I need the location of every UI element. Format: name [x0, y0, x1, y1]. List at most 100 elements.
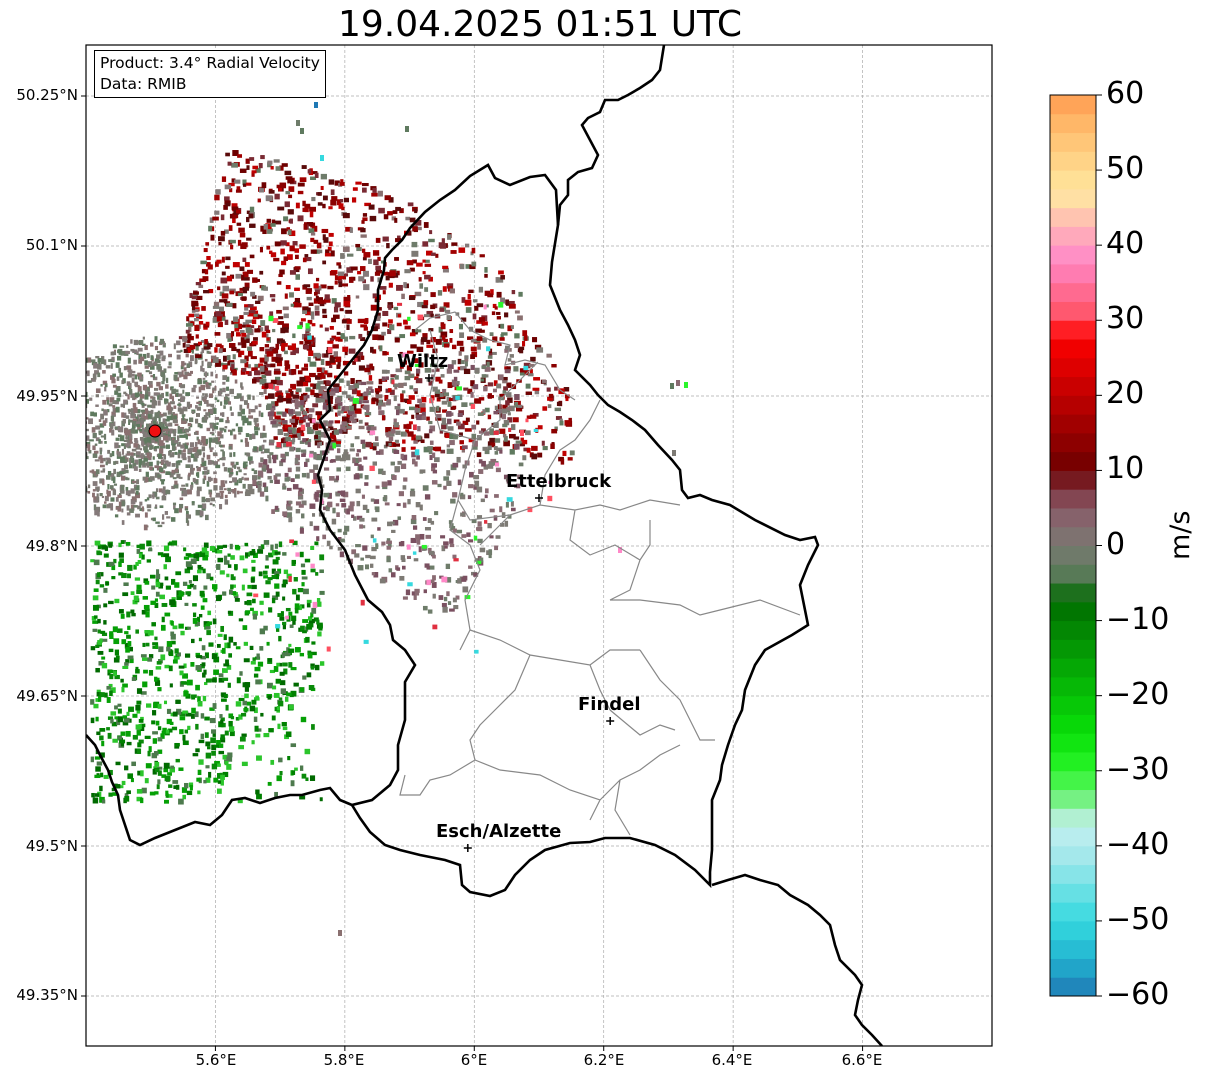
echo-pixel: [464, 355, 469, 359]
echo-pixel: [396, 284, 403, 291]
echo-pixel: [221, 483, 226, 488]
echo-pixel: [149, 574, 156, 579]
echo-pixel: [457, 423, 465, 430]
echo-pixel: [186, 520, 190, 526]
echo-pixel: [484, 273, 488, 278]
echo-pixel: [233, 452, 236, 457]
echo-pixel: [145, 703, 152, 708]
echo-pixel: [351, 549, 357, 555]
echo-pixel: [182, 794, 187, 800]
echo-pixel: [105, 581, 110, 586]
echo-pixel: [220, 444, 223, 448]
echo-pixel: [305, 777, 309, 782]
product-line: Product: 3.4° Radial Velocity: [100, 54, 320, 72]
echo-pixel: [131, 761, 136, 767]
echo-pixel: [220, 449, 224, 452]
echo-pixel: [244, 491, 251, 497]
echo-pixel: [282, 485, 287, 490]
echo-pixel: [170, 712, 175, 717]
echo-pixel: [272, 318, 279, 323]
echo-pixel: [158, 582, 164, 589]
echo-pixel: [159, 505, 164, 509]
echo-pixel: [459, 346, 465, 352]
echo-pixel: [100, 772, 104, 778]
echo-pixel: [395, 206, 401, 211]
echo-pixel: [378, 405, 382, 410]
echo-pixel: [484, 367, 491, 372]
echo-pixel: [435, 376, 441, 382]
echo-pixel: [323, 237, 329, 243]
echo-pixel: [101, 632, 108, 637]
echo-pixel: [228, 636, 234, 643]
echo-pixel: [258, 163, 263, 169]
echo-pixel: [403, 282, 407, 288]
echo-pixel: [274, 415, 281, 420]
echo-pixel: [259, 327, 264, 331]
echo-pixel: [138, 468, 142, 473]
echo-pixel: [410, 310, 416, 314]
colorbar-tick-label: 50: [1106, 151, 1145, 187]
echo-pixel: [212, 305, 220, 309]
echo-pixel: [197, 769, 202, 776]
echo-pixel: [187, 459, 191, 463]
echo-pixel: [174, 423, 179, 426]
echo-pixel: [133, 505, 138, 508]
echo-pixel: [381, 470, 386, 475]
echo-pixel: [162, 421, 167, 424]
echo-pixel: [379, 345, 383, 352]
echo-pixel: [101, 545, 107, 550]
echo-pixel: [490, 442, 496, 447]
echo-pixel: [116, 397, 121, 402]
echo-pixel: [374, 506, 380, 510]
echo-pixel: [354, 457, 360, 464]
echo-pixel: [496, 311, 501, 315]
echo-pixel: [202, 452, 206, 458]
y-tick-label: 50.25°N: [16, 86, 78, 104]
echo-pixel: [384, 394, 389, 401]
echo-pixel: [442, 267, 449, 273]
echo-pixel: [282, 662, 288, 667]
echo-pixel: [138, 724, 142, 730]
echo-pixel: [167, 728, 173, 733]
echo-pixel: [342, 360, 350, 366]
echo-pixel: [135, 418, 141, 424]
echo-pixel: [307, 414, 312, 421]
echo-pixel: [140, 716, 144, 721]
echo-pixel: [126, 634, 131, 639]
echo-pixel: [204, 395, 207, 400]
echo-pixel: [106, 458, 111, 464]
echo-pixel: [319, 324, 323, 328]
echo-pixel: [349, 415, 355, 421]
echo-pixel: [295, 202, 300, 209]
echo-pixel: [218, 311, 225, 317]
echo-pixel: [171, 726, 178, 731]
echo-pixel: [301, 367, 309, 371]
echo-pixel: [278, 662, 283, 667]
echo-pixel: [92, 797, 99, 804]
echo-pixel: [157, 770, 162, 776]
echo-pixel: [249, 254, 255, 259]
echo-pixel: [379, 449, 384, 455]
echo-pixel: [93, 615, 98, 619]
echo-pixel: [198, 284, 204, 289]
echo-pixel: [356, 449, 361, 453]
echo-pixel: [505, 392, 512, 398]
echo-pixel: [386, 369, 390, 374]
echo-pixel: [397, 516, 402, 520]
echo-pixel: [503, 419, 510, 426]
echo-pixel: [177, 428, 183, 434]
echo-pixel: [320, 398, 325, 403]
echo-pixel: [214, 385, 217, 391]
echo-pixel: [300, 128, 304, 134]
echo-pixel: [154, 345, 159, 351]
echo-pixel: [120, 731, 126, 736]
echo-pixel: [131, 448, 137, 452]
echo-pixel: [166, 516, 171, 519]
echo-pixel: [224, 319, 229, 325]
echo-pixel: [212, 504, 215, 507]
echo-pixel: [413, 388, 419, 392]
echo-pixel: [154, 676, 158, 682]
echo-pixel: [175, 699, 181, 704]
echo-pixel: [294, 401, 301, 407]
echo-pixel: [292, 437, 296, 443]
